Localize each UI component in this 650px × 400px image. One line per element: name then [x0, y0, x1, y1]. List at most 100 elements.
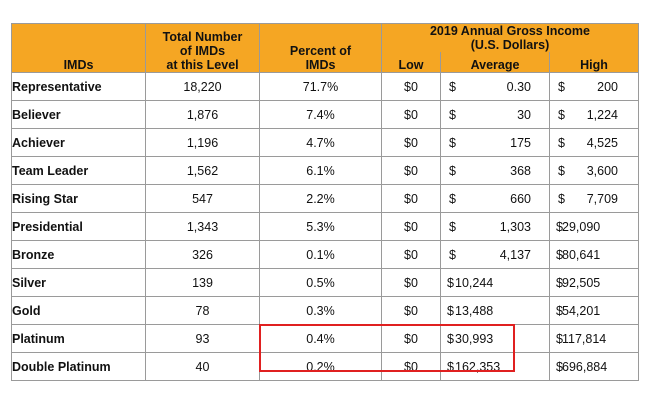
row-percent: 0.3%	[259, 296, 382, 325]
row-percent: 71.7%	[259, 72, 382, 101]
high-value: 54,201	[562, 303, 601, 318]
row-high: $1,224	[549, 100, 639, 129]
high-value: 3,600	[586, 163, 618, 178]
row-total: 547	[145, 184, 260, 213]
currency-symbol: $	[558, 163, 565, 178]
row-low: $0	[381, 184, 441, 213]
table-row: Achiever 1,196 4.7% $0 $175 $4,525	[11, 128, 639, 157]
table-row: Team Leader 1,562 6.1% $0 $368 $3,600	[11, 156, 639, 185]
row-high: $54,201	[549, 296, 639, 325]
row-high: $4,525	[549, 128, 639, 157]
table-row: Representative 18,220 71.7% $0 $0.30 $200	[11, 72, 639, 101]
currency-symbol: $	[556, 331, 563, 346]
row-total: 1,196	[145, 128, 260, 157]
row-name: Achiever	[11, 128, 146, 157]
row-high: $696,884	[549, 352, 639, 381]
average-value: 175	[510, 135, 531, 150]
currency-symbol: $	[556, 275, 563, 290]
row-low: $0	[381, 156, 441, 185]
table-row: Silver 139 0.5% $0 $10,244 $92,505	[11, 268, 639, 297]
row-name: Rising Star	[11, 184, 146, 213]
row-low: $0	[381, 72, 441, 101]
row-average: $1,303	[440, 212, 550, 241]
row-total: 1,562	[145, 156, 260, 185]
header-low: Low	[381, 52, 441, 73]
row-total: 18,220	[145, 72, 260, 101]
table-row: Platinum 93 0.4% $0 $30,993 $117,814	[11, 324, 639, 353]
high-value: 92,505	[562, 275, 601, 290]
row-low: $0	[381, 296, 441, 325]
high-value: 29,090	[562, 219, 601, 234]
row-name: Team Leader	[11, 156, 146, 185]
row-high: $3,600	[549, 156, 639, 185]
average-value: 162,353	[455, 359, 501, 374]
currency-symbol: $	[449, 79, 456, 94]
currency-symbol: $	[449, 247, 456, 262]
row-percent: 4.7%	[259, 128, 382, 157]
row-name: Bronze	[11, 240, 146, 269]
row-high: $80,641	[549, 240, 639, 269]
currency-symbol: $	[447, 303, 454, 318]
row-average: $0.30	[440, 72, 550, 101]
row-name: Believer	[11, 100, 146, 129]
row-total: 326	[145, 240, 260, 269]
row-high: $117,814	[549, 324, 639, 353]
table-row: Presidential 1,343 5.3% $0 $1,303 $29,090	[11, 212, 639, 241]
row-low: $0	[381, 268, 441, 297]
row-percent: 5.3%	[259, 212, 382, 241]
high-value: 1,224	[586, 107, 618, 122]
row-name: Representative	[11, 72, 146, 101]
row-total: 1,876	[145, 100, 260, 129]
row-percent: 0.5%	[259, 268, 382, 297]
table-row: Rising Star 547 2.2% $0 $660 $7,709	[11, 184, 639, 213]
row-average: $13,488	[440, 296, 550, 325]
row-name: Gold	[11, 296, 146, 325]
currency-symbol: $	[558, 107, 565, 122]
table-row: Bronze 326 0.1% $0 $4,137 $80,641	[11, 240, 639, 269]
row-total: 78	[145, 296, 260, 325]
high-value: 200	[597, 79, 618, 94]
row-average: $30	[440, 100, 550, 129]
currency-symbol: $	[556, 303, 563, 318]
row-low: $0	[381, 352, 441, 381]
table-row: Gold 78 0.3% $0 $13,488 $54,201	[11, 296, 639, 325]
average-value: 30,993	[455, 331, 494, 346]
currency-symbol: $	[449, 163, 456, 178]
currency-symbol: $	[449, 107, 456, 122]
currency-symbol: $	[556, 247, 563, 262]
average-value: 660	[510, 191, 531, 206]
row-average: $660	[440, 184, 550, 213]
high-value: 7,709	[586, 191, 618, 206]
currency-symbol: $	[447, 275, 454, 290]
header-imds: IMDs	[11, 23, 146, 73]
row-percent: 2.2%	[259, 184, 382, 213]
row-low: $0	[381, 324, 441, 353]
currency-symbol: $	[447, 331, 454, 346]
row-average: $368	[440, 156, 550, 185]
row-total: 139	[145, 268, 260, 297]
currency-symbol: $	[556, 219, 563, 234]
row-percent: 7.4%	[259, 100, 382, 129]
row-total: 1,343	[145, 212, 260, 241]
currency-symbol: $	[556, 359, 563, 374]
high-value: 4,525	[586, 135, 618, 150]
row-percent: 0.1%	[259, 240, 382, 269]
row-total: 40	[145, 352, 260, 381]
row-percent: 0.2%	[259, 352, 382, 381]
average-value: 0.30	[506, 79, 531, 94]
row-average: $162,353	[440, 352, 550, 381]
row-low: $0	[381, 128, 441, 157]
row-name: Platinum	[11, 324, 146, 353]
row-low: $0	[381, 100, 441, 129]
row-name: Silver	[11, 268, 146, 297]
currency-symbol: $	[449, 219, 456, 234]
row-name: Double Platinum	[11, 352, 146, 381]
row-average: $10,244	[440, 268, 550, 297]
row-high: $92,505	[549, 268, 639, 297]
row-high: $29,090	[549, 212, 639, 241]
high-value: 80,641	[562, 247, 601, 262]
currency-symbol: $	[558, 191, 565, 206]
table-row: Double Platinum 40 0.2% $0 $162,353 $696,884	[11, 352, 639, 381]
header-income: 2019 Annual Gross Income (U.S. Dollars)	[381, 23, 639, 52]
average-value: 30	[517, 107, 531, 122]
